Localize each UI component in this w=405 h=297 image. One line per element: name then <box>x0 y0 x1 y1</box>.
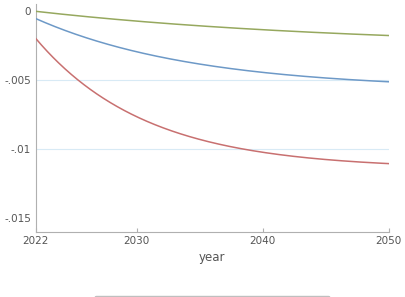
HOH_4 <box>200 24 205 28</box>
GDP_4 <box>385 80 390 83</box>
GDP_4 <box>322 76 327 80</box>
HOH_4 <box>202 24 207 28</box>
GDP_4 <box>377 80 382 83</box>
GDP_4 <box>243 69 248 72</box>
HOH_4 <box>33 10 38 13</box>
HOH_4 <box>243 27 248 31</box>
GDP_4 <box>33 17 38 20</box>
TFP_4 <box>224 144 229 148</box>
HOH_4 <box>385 34 390 37</box>
Line: GDP_4: GDP_4 <box>36 19 388 82</box>
HOH_4 <box>322 31 327 35</box>
GDP_4 <box>224 66 229 70</box>
GDP_4 <box>200 63 205 67</box>
TFP_4 <box>385 162 390 165</box>
TFP_4 <box>33 37 38 40</box>
GDP_4 <box>202 63 207 67</box>
TFP_4 <box>322 158 327 161</box>
Legend: GDP_4, TFP_4, HOH_4: GDP_4, TFP_4, HOH_4 <box>94 296 330 297</box>
Line: HOH_4: HOH_4 <box>36 11 388 36</box>
HOH_4 <box>377 34 382 37</box>
TFP_4 <box>202 139 207 143</box>
X-axis label: year: year <box>198 251 225 264</box>
HOH_4 <box>224 26 229 29</box>
TFP_4 <box>200 139 205 142</box>
TFP_4 <box>377 161 382 165</box>
TFP_4 <box>243 148 248 151</box>
Line: TFP_4: TFP_4 <box>36 39 388 164</box>
